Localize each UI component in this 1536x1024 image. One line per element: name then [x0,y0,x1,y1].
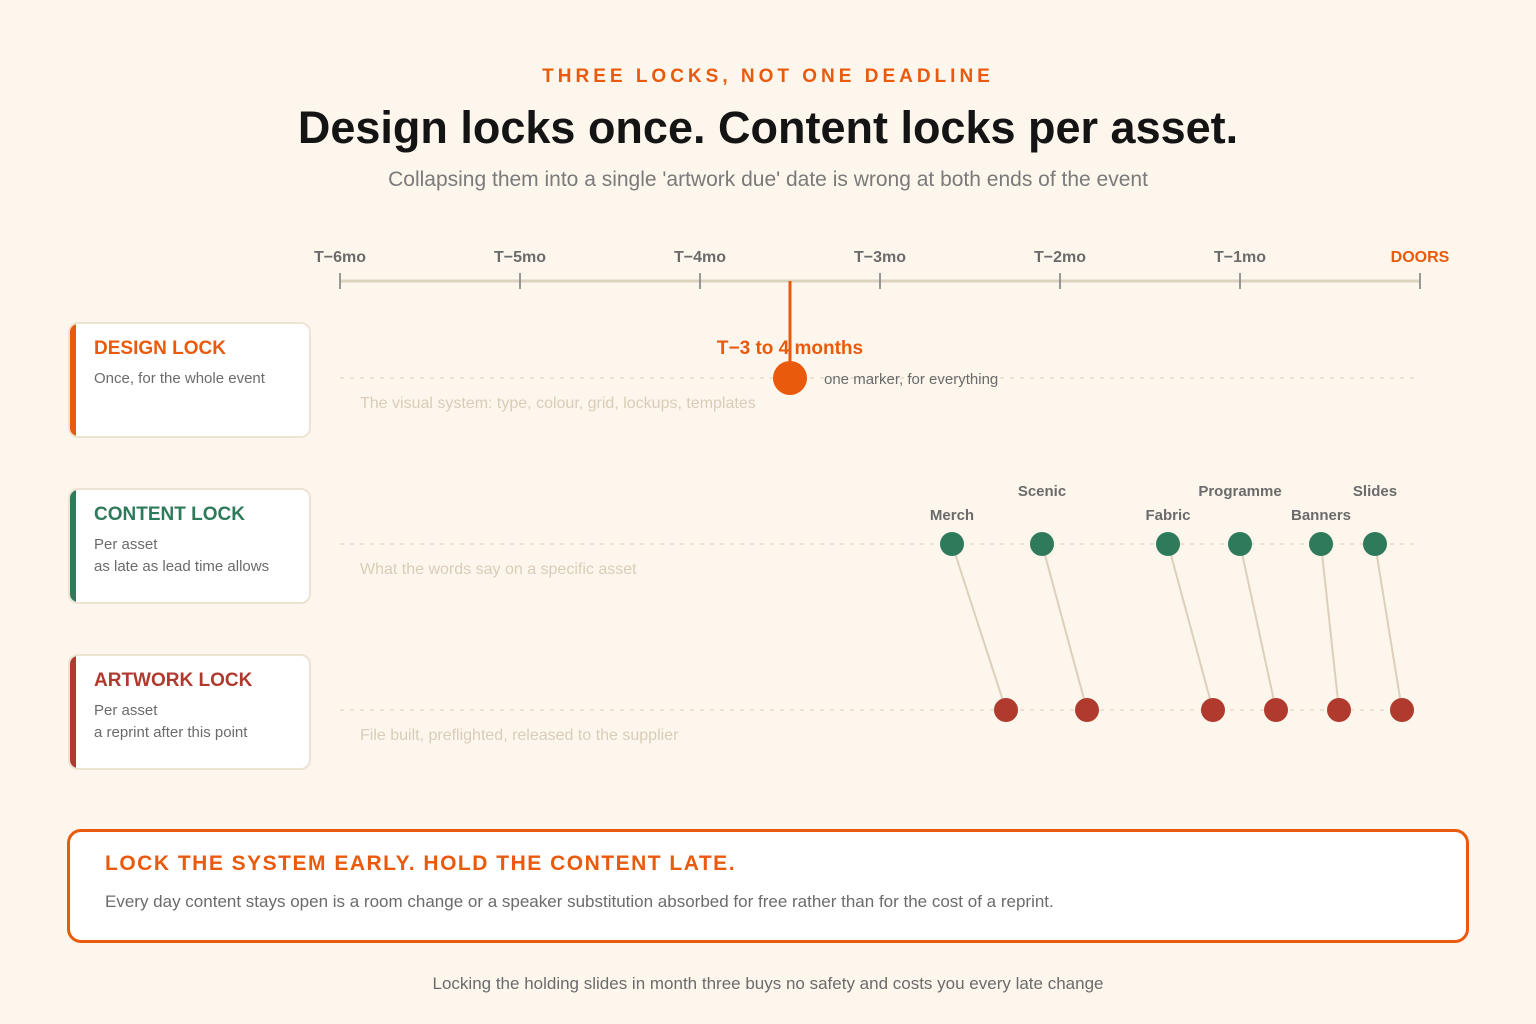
asset-label: Banners [1291,507,1351,524]
asset-link-line [951,543,1007,711]
content-lock-dot [1363,532,1387,556]
content-lock-dot [1228,532,1252,556]
artwork-lock-dot [1390,698,1414,722]
axis-tick-label: T−2mo [1034,249,1086,266]
asset-link-line [1041,543,1088,711]
timeline-axis: T−6mo T−5mo T−4mo T−3mo T−2mo T−1mo DOORS [314,249,1450,289]
lock-card-description-detail: as late as lead time allows [94,558,270,575]
lock-card-title: ARTWORK LOCK [94,670,253,691]
lane-caption: File built, preflighted, released to the… [360,727,679,744]
artwork-lock-dot [1201,698,1225,722]
lock-card-description: Per asset [94,702,158,719]
design-marker-label: T−3 to 4 months [717,338,863,359]
axis-tick-label: T−1mo [1214,249,1266,266]
asset-label: Programme [1198,483,1281,500]
lock-card-accent-bar [70,490,76,602]
lock-card-title: CONTENT LOCK [94,504,245,525]
callout-title: LOCK THE SYSTEM EARLY. HOLD THE CONTENT … [105,852,737,875]
asset-label: Fabric [1145,507,1190,524]
lane-caption: The visual system: type, colour, grid, l… [360,395,756,412]
design-marker-dot [773,361,807,395]
design-marker-group: T−3 to 4 months one marker, for everythin… [717,281,998,395]
artwork-lock-dot [994,698,1018,722]
lane-guides: The visual system: type, colour, grid, l… [340,377,1415,744]
lock-card-title: DESIGN LOCK [94,338,226,359]
lane-caption: What the words say on a specific asset [360,561,637,578]
asset-link-line [1374,543,1403,711]
timeline-diagram: T−6mo T−5mo T−4mo T−3mo T−2mo T−1mo DOORS The … [314,249,1450,744]
lock-card-design: DESIGN LOCK Once, for the whole event [68,322,311,438]
design-marker-note: one marker, for everything [824,371,998,388]
asset-label: Slides [1353,483,1397,500]
artwork-lock-dot [1264,698,1288,722]
eyebrow-label: THREE LOCKS, NOT ONE DEADLINE [542,66,994,87]
content-lock-dot [1156,532,1180,556]
content-lock-dot [940,532,964,556]
lock-card-description: Per asset [94,536,158,553]
axis-tick-label: T−6mo [314,249,366,266]
asset-links [951,543,1403,711]
axis-tick-label: DOORS [1391,249,1450,266]
lock-card-accent-bar [70,656,76,768]
lock-card-content: CONTENT LOCK Per asset as late as lead t… [68,488,311,604]
lock-card-accent-bar [70,324,76,436]
artwork-lock-dot [1327,698,1351,722]
asset-label: Merch [930,507,974,524]
callout-box: LOCK THE SYSTEM EARLY. HOLD THE CONTENT … [67,829,1469,943]
lock-card-artwork: ARTWORK LOCK Per asset a reprint after t… [68,654,311,770]
axis-tick-label: T−5mo [494,249,546,266]
page-title: Design locks once. Content locks per ass… [297,102,1239,153]
lock-card-description: Once, for the whole event [94,370,265,387]
callout-body: Every day content stays open is a room c… [105,892,1054,911]
content-lock-dot [1030,532,1054,556]
footer-note: Locking the holding slides in month thre… [432,974,1104,993]
axis-tick-label: T−4mo [674,249,726,266]
asset-link-line [1320,543,1340,711]
axis-tick-label: T−3mo [854,249,906,266]
artwork-lock-dot [1075,698,1099,722]
asset-label: Scenic [1018,483,1066,500]
asset-link-line [1239,543,1277,711]
lock-card-description-detail: a reprint after this point [94,724,248,741]
content-lock-dot [1309,532,1333,556]
page-subtitle: Collapsing them into a single 'artwork d… [388,168,1148,191]
asset-link-line [1167,543,1214,711]
